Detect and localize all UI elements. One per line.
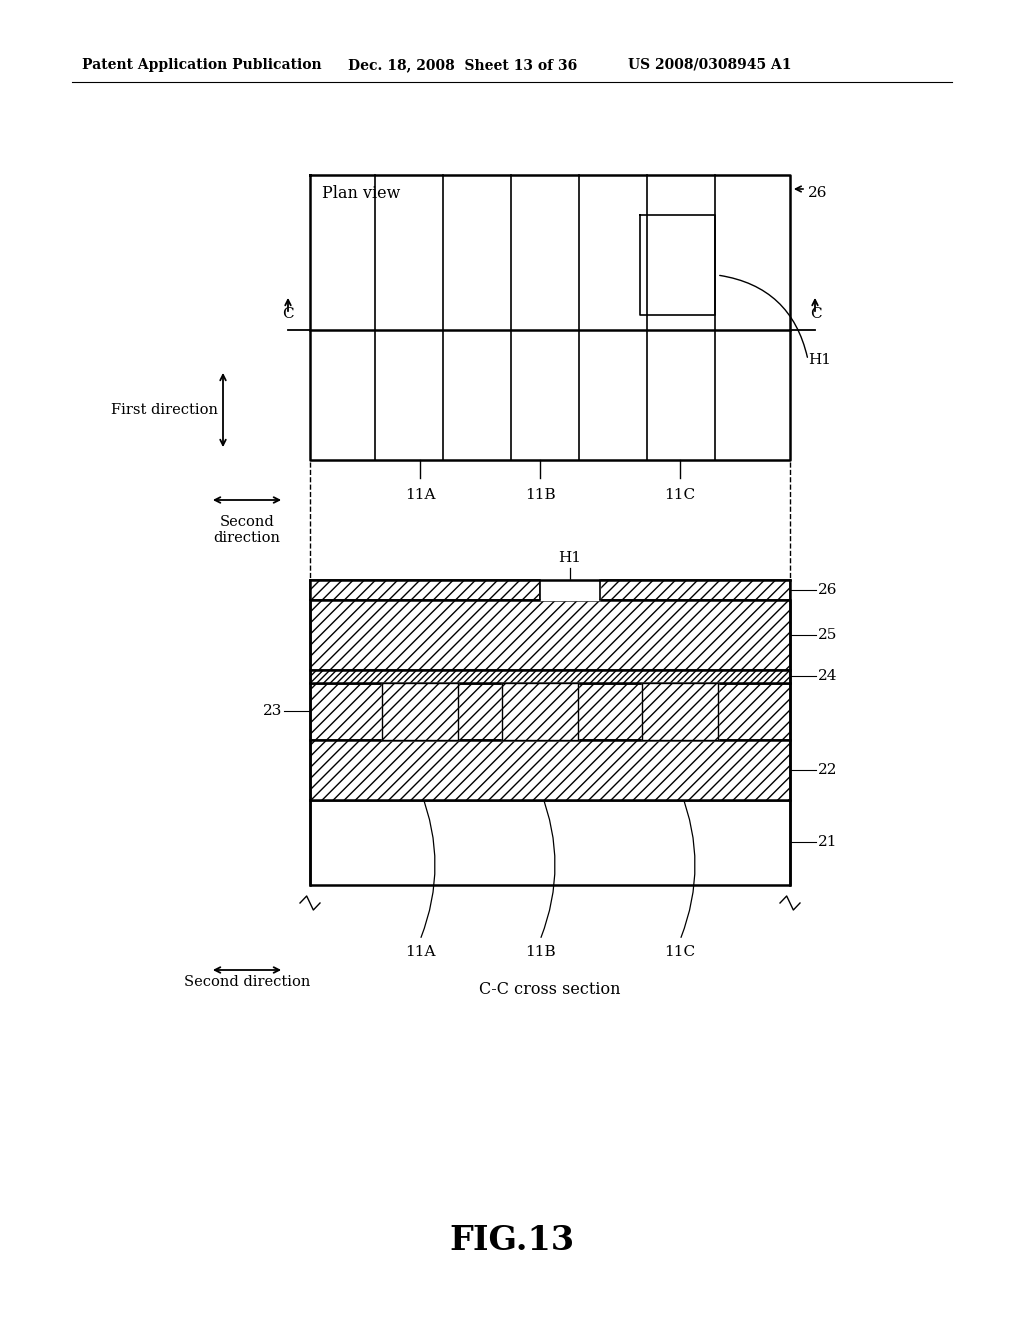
Text: 26: 26 [818,583,838,597]
Text: 23: 23 [262,704,282,718]
Polygon shape [310,800,790,884]
Text: Plan view: Plan view [322,185,400,202]
Text: 22: 22 [818,763,838,777]
Bar [310,601,790,671]
Text: 11C: 11C [665,945,695,960]
Text: Dec. 18, 2008  Sheet 13 of 36: Dec. 18, 2008 Sheet 13 of 36 [348,58,578,73]
Text: C: C [810,308,821,321]
Text: FIG.13: FIG.13 [450,1224,574,1257]
Bar [310,671,790,682]
Bar [310,682,790,741]
Polygon shape [540,579,600,601]
Text: First direction: First direction [111,403,218,417]
Text: Patent Application Publication: Patent Application Publication [82,58,322,73]
Text: 11B: 11B [524,488,555,502]
Text: Second direction: Second direction [184,975,310,989]
Bar [382,682,458,741]
Bar [502,682,578,741]
Text: 26: 26 [808,186,827,201]
Bar [310,579,540,601]
Polygon shape [502,682,578,741]
Text: Second
direction: Second direction [213,515,281,545]
Text: 11A: 11A [404,945,435,960]
Text: 25: 25 [818,628,838,642]
Text: H1: H1 [558,550,582,565]
Polygon shape [382,682,458,741]
Text: 24: 24 [818,669,838,682]
Text: C-C cross section: C-C cross section [479,982,621,998]
Bar [642,682,718,741]
Text: 11A: 11A [404,488,435,502]
Text: 21: 21 [818,836,838,849]
Polygon shape [642,682,718,741]
Text: C: C [283,308,294,321]
Text: 11C: 11C [665,488,695,502]
Bar [600,579,790,601]
Text: H1: H1 [808,352,831,367]
Text: 11B: 11B [524,945,555,960]
Bar [310,741,790,800]
Text: US 2008/0308945 A1: US 2008/0308945 A1 [628,58,792,73]
